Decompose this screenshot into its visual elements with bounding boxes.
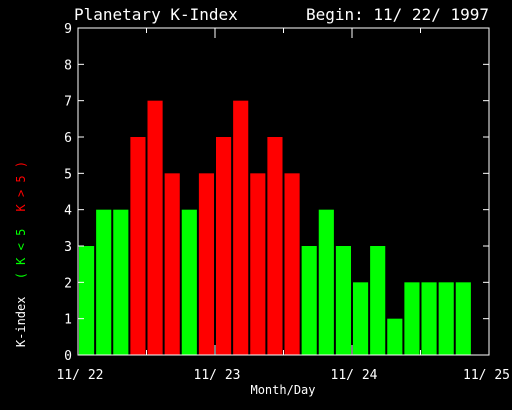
k-index-bar — [353, 282, 369, 355]
k-index-bar — [216, 137, 232, 355]
y-axis-label-low: ( K < 5 — [14, 229, 28, 280]
k-index-bar — [113, 209, 129, 355]
k-index-bar — [198, 173, 215, 355]
y-tick-label: 0 — [64, 349, 72, 364]
k-index-bar — [438, 282, 454, 355]
k-index-bar — [335, 246, 352, 355]
k-index-bar — [233, 100, 249, 355]
k-index-bar — [130, 137, 146, 355]
y-tick-label: 5 — [64, 167, 72, 182]
k-index-bar — [370, 246, 386, 355]
y-tick-label: 2 — [64, 276, 72, 291]
x-tick-label: 11/ 23 — [194, 368, 241, 383]
y-axis-label-high: K > 5 ) — [14, 161, 28, 212]
y-tick-label: 4 — [64, 204, 72, 219]
k-index-bar — [455, 282, 471, 355]
x-tick-label: 11/ 25 — [463, 368, 510, 383]
y-tick-label: 6 — [64, 131, 72, 146]
x-tick-label: 11/ 24 — [331, 368, 378, 383]
y-tick-label: 1 — [64, 313, 72, 328]
x-tick-label: 11/ 22 — [57, 368, 104, 383]
chart-title: Planetary K-Index — [74, 5, 238, 24]
k-index-bar — [250, 173, 266, 355]
k-index-bar — [301, 246, 317, 355]
y-tick-label: 8 — [64, 58, 72, 73]
y-tick-label: 3 — [64, 240, 72, 255]
k-index-bar — [318, 209, 334, 355]
k-index-bar — [404, 282, 420, 355]
y-tick-label: 7 — [64, 95, 72, 110]
k-index-bar — [96, 209, 112, 355]
k-index-bar — [387, 318, 403, 355]
chart-subtitle: Begin: 11/ 22/ 1997 — [306, 5, 489, 24]
plot-area: 0 1 2 3 4 5 6 7 8 9 11/ 22 11/ 23 11/ 24 11/ 25 — [57, 22, 510, 383]
k-index-bar — [164, 173, 180, 355]
k-index-bar — [147, 100, 163, 355]
k-index-bar — [79, 246, 95, 355]
k-index-bar — [181, 209, 197, 355]
y-tick-label: 9 — [64, 22, 72, 37]
x-axis-label: Month/Day — [250, 383, 315, 397]
y-axis-label: K-index ( K < 5 K > 5 ) — [14, 161, 28, 347]
k-index-bar — [421, 282, 437, 355]
k-index-bar — [284, 173, 300, 355]
y-axis-label-kindex: K-index — [14, 297, 28, 348]
k-index-bar — [267, 137, 283, 355]
